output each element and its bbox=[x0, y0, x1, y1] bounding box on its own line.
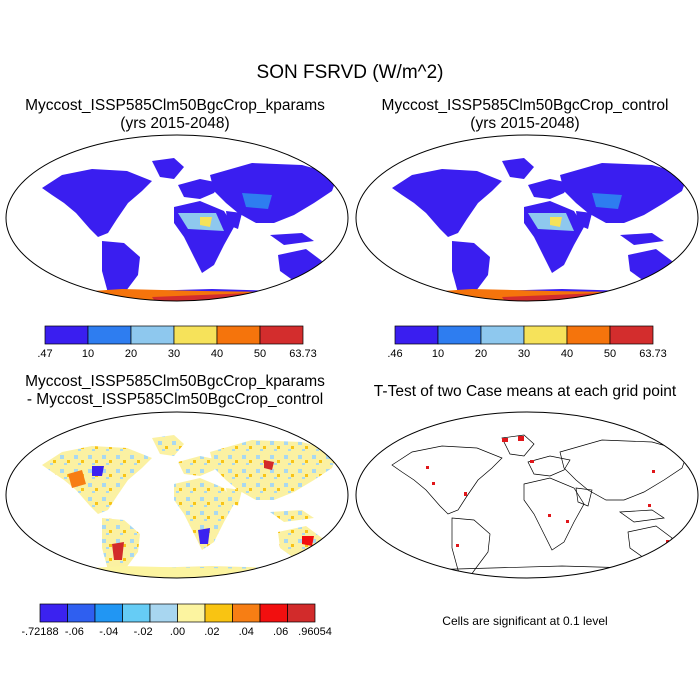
colorbar-label: .04 bbox=[239, 626, 254, 638]
colorbar-label: 63.73 bbox=[639, 348, 667, 360]
colorbar-swatch bbox=[437, 325, 482, 345]
colorbar-swatch bbox=[259, 325, 304, 345]
colorbar-swatch bbox=[67, 603, 96, 623]
colorbar-swatch bbox=[259, 603, 288, 623]
colorbar-swatch bbox=[204, 603, 233, 623]
colorbar-swatch bbox=[394, 325, 439, 345]
colorbar-swatch bbox=[130, 325, 175, 345]
colorbar-swatch bbox=[480, 325, 525, 345]
panel-control-title-line2: (yrs 2015-2048) bbox=[470, 115, 580, 132]
colorbar-label: .00 bbox=[170, 626, 185, 638]
colorbar-swatch bbox=[94, 603, 123, 623]
colorbar-label: -.06 bbox=[65, 626, 84, 638]
colorbar-label: 20 bbox=[125, 348, 137, 360]
colorbar-swatch bbox=[44, 325, 89, 345]
colorbar-label: 50 bbox=[254, 348, 266, 360]
colorbar-label: 50 bbox=[604, 348, 616, 360]
colorbar-label: 40 bbox=[211, 348, 223, 360]
colorbar-label: .47 bbox=[37, 348, 52, 360]
panel-difference-title-line1: Myccost_ISSP585Clm50BgcCrop_kparams bbox=[25, 373, 325, 390]
panel-control-title-line1: Myccost_ISSP585Clm50BgcCrop_control bbox=[381, 97, 669, 114]
colorbar-swatch bbox=[232, 603, 261, 623]
colorbar-difference: -.72188 -.06 -.04 -.02 .00 .02 .04 .06 .96054 bbox=[22, 603, 332, 638]
colorbar-label: 30 bbox=[168, 348, 180, 360]
colorbar-swatch bbox=[216, 325, 261, 345]
colorbar-swatch bbox=[566, 325, 611, 345]
ttest-note: Cells are significant at 0.1 level bbox=[442, 614, 608, 628]
colorbar-label: .46 bbox=[387, 348, 402, 360]
figure-title: SON FSRVD (W/m^2) bbox=[256, 62, 444, 83]
panel-kparams-title: Myccost_ISSP585Clm50BgcCrop_kparams (yrs… bbox=[0, 97, 350, 133]
map-control bbox=[355, 134, 699, 302]
map-kparams bbox=[5, 134, 349, 302]
colorbar-swatch bbox=[39, 603, 68, 623]
panel-kparams-title-line1: Myccost_ISSP585Clm50BgcCrop_kparams bbox=[25, 97, 325, 114]
colorbar-swatch bbox=[87, 325, 132, 345]
colorbar-label: .02 bbox=[204, 626, 219, 638]
colorbar-swatch bbox=[149, 603, 178, 623]
colorbar-label: -.02 bbox=[134, 626, 153, 638]
panel-difference-title-line2: - Myccost_ISSP585Clm50BgcCrop_control bbox=[26, 391, 324, 408]
colorbar-label: 20 bbox=[475, 348, 487, 360]
map-ttest bbox=[355, 411, 699, 579]
colorbar-label: -.04 bbox=[99, 626, 118, 638]
colorbar-label: 63.73 bbox=[289, 348, 317, 360]
panel-difference-title: Myccost_ISSP585Clm50BgcCrop_kparams - My… bbox=[0, 373, 350, 409]
panel-control-title: Myccost_ISSP585Clm50BgcCrop_control (yrs… bbox=[350, 97, 700, 133]
colorbar-swatch bbox=[122, 603, 151, 623]
colorbar-swatch bbox=[523, 325, 568, 345]
colorbar-swatch bbox=[287, 603, 316, 623]
panel-kparams-title-line2: (yrs 2015-2048) bbox=[120, 115, 230, 132]
colorbar-label: 10 bbox=[432, 348, 444, 360]
colorbar-control: .46 10 20 30 40 50 63.73 bbox=[387, 325, 667, 360]
colorbar-label: -.72188 bbox=[22, 626, 59, 638]
colorbar-label: 40 bbox=[561, 348, 573, 360]
colorbar-label: .06 bbox=[273, 626, 288, 638]
colorbar-swatch bbox=[173, 325, 218, 345]
colorbar-swatch bbox=[177, 603, 206, 623]
map-difference bbox=[5, 411, 349, 579]
colorbar-label: 30 bbox=[518, 348, 530, 360]
colorbar-label: 10 bbox=[82, 348, 94, 360]
panel-ttest-title: T-Test of two Case means at each grid po… bbox=[373, 383, 677, 400]
colorbar-swatch bbox=[609, 325, 654, 345]
colorbar-label: .96054 bbox=[298, 626, 332, 638]
colorbar-kparams: .47 10 20 30 40 50 63.73 bbox=[37, 325, 317, 360]
